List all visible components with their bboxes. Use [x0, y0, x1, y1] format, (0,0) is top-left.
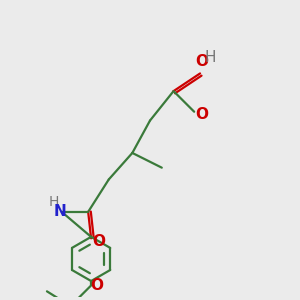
Text: O: O	[195, 107, 208, 122]
Text: O: O	[195, 54, 208, 69]
Text: O: O	[91, 278, 103, 293]
Text: H: H	[49, 195, 59, 209]
Text: O: O	[92, 234, 105, 249]
Text: H: H	[205, 50, 216, 64]
Text: N: N	[54, 204, 67, 219]
